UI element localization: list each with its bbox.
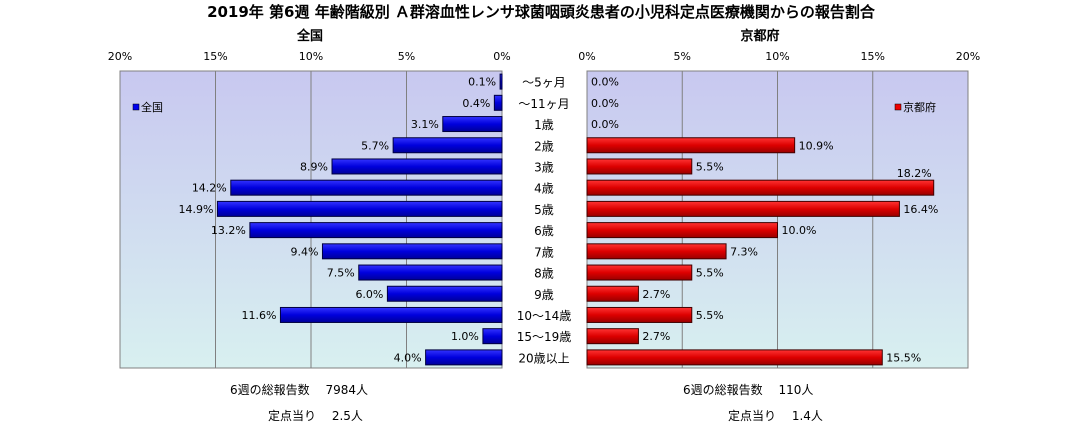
kyoto-bar — [586, 285, 639, 302]
kyoto-bar — [586, 328, 639, 345]
kyoto-legend-label: 京都府 — [903, 100, 936, 114]
national-bar — [249, 222, 503, 239]
national-bar — [358, 264, 503, 281]
category-label: 10～14歳 — [517, 309, 572, 323]
national-data-label: 8.9% — [300, 160, 328, 173]
national-total-text: 6週の総報告数 7984人 — [230, 383, 368, 397]
national-bar — [279, 306, 503, 323]
kyoto-bar — [586, 179, 935, 196]
national-tick-label: 15% — [203, 50, 227, 63]
category-label: 2歳 — [534, 139, 554, 153]
national-bar — [442, 116, 503, 133]
kyoto-bar — [586, 222, 778, 239]
category-label: 20歳以上 — [518, 351, 569, 365]
national-bar — [392, 137, 503, 154]
kyoto-legend-swatch — [894, 103, 902, 111]
kyoto-bar — [586, 349, 883, 366]
national-data-label: 13.2% — [211, 224, 246, 237]
national-data-label: 0.1% — [468, 76, 496, 89]
national-bar — [216, 200, 503, 217]
national-legend-label: 全国 — [141, 100, 163, 114]
kyoto-data-label: 0.0% — [591, 97, 619, 110]
kyoto-tick-label: 10% — [765, 50, 789, 63]
national-tick-label: 20% — [108, 50, 132, 63]
national-data-label: 14.2% — [192, 182, 227, 195]
kyoto-data-label: 18.2% — [897, 167, 932, 180]
national-data-label: 6.0% — [355, 288, 383, 301]
kyoto-bar — [586, 137, 796, 154]
kyoto-bar — [586, 306, 693, 323]
national-tick-label: 10% — [299, 50, 323, 63]
kyoto-data-label: 10.9% — [799, 139, 834, 152]
national-data-label: 0.4% — [462, 97, 490, 110]
category-label: 15～19歳 — [517, 330, 572, 344]
national-data-label: 7.5% — [327, 267, 355, 280]
national-tick-label: 0% — [493, 50, 510, 63]
category-label: 4歳 — [534, 182, 554, 196]
national-bar — [425, 349, 503, 366]
kyoto-total-text: 6週の総報告数 110人 — [683, 383, 814, 397]
national-bar — [499, 73, 503, 90]
national-legend-swatch — [132, 103, 140, 111]
national-tick-label: 5% — [398, 50, 415, 63]
kyoto-data-label: 5.5% — [696, 160, 724, 173]
kyoto-data-label: 2.7% — [642, 330, 670, 343]
kyoto-data-label: 0.0% — [591, 76, 619, 89]
kyoto-data-label: 0.0% — [591, 118, 619, 131]
kyoto-per-site-text: 定点当り 1.4人 — [728, 409, 823, 423]
chart-title: 2019年 第6週 年齢階級別 Ａ群溶血性レンサ球菌咽頭炎患者の小児科定点医療機… — [207, 3, 876, 21]
kyoto-bar — [586, 158, 693, 175]
kyoto-tick-label: 0% — [578, 50, 595, 63]
national-panel-title: 全国 — [296, 28, 323, 44]
kyoto-data-label: 2.7% — [642, 288, 670, 301]
kyoto-data-label: 5.5% — [696, 309, 724, 322]
national-per-site-text: 定点当り 2.5人 — [268, 409, 363, 423]
category-label: 3歳 — [534, 160, 554, 174]
kyoto-data-label: 16.4% — [903, 203, 938, 216]
category-label: ～5ヶ月 — [522, 76, 566, 90]
national-bar — [482, 328, 503, 345]
national-data-label: 9.4% — [291, 245, 319, 258]
national-bar — [321, 243, 503, 260]
kyoto-tick-label: 20% — [956, 50, 980, 63]
kyoto-data-label: 15.5% — [886, 351, 921, 364]
kyoto-panel-title: 京都府 — [740, 28, 779, 44]
kyoto-data-label: 5.5% — [696, 267, 724, 280]
category-label: 9歳 — [534, 288, 554, 302]
kyoto-data-label: 7.3% — [730, 245, 758, 258]
national-data-label: 4.0% — [394, 351, 422, 364]
kyoto-data-label: 10.0% — [782, 224, 817, 237]
national-data-label: 5.7% — [361, 139, 389, 152]
category-label: ～11ヶ月 — [518, 97, 569, 111]
national-data-label: 14.9% — [178, 203, 213, 216]
national-data-label: 1.0% — [451, 330, 479, 343]
kyoto-bar — [586, 243, 727, 260]
national-data-label: 3.1% — [411, 118, 439, 131]
category-label: 6歳 — [534, 224, 554, 238]
kyoto-bar — [586, 264, 693, 281]
national-data-label: 11.6% — [241, 309, 276, 322]
national-bar — [230, 179, 503, 196]
national-bar — [331, 158, 503, 175]
category-label: 1歳 — [534, 118, 554, 132]
category-label: 5歳 — [534, 203, 554, 217]
kyoto-tick-label: 5% — [674, 50, 691, 63]
national-bar — [493, 94, 503, 111]
national-bar — [386, 285, 503, 302]
category-label: 8歳 — [534, 267, 554, 281]
kyoto-tick-label: 15% — [861, 50, 885, 63]
kyoto-bar — [586, 200, 900, 217]
category-label: 7歳 — [534, 245, 554, 259]
